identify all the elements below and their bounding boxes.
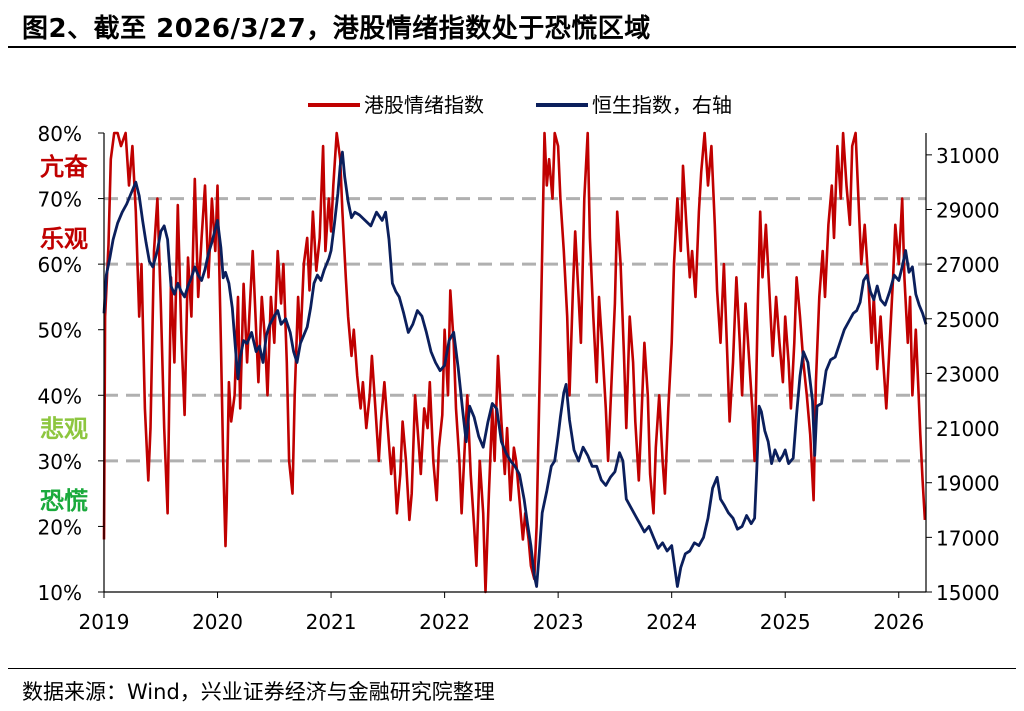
chart-title: 图2、截至 2026/3/27，港股情绪指数处于恐慌区域 bbox=[22, 14, 651, 44]
zone-label-乐观: 乐观 bbox=[40, 225, 88, 253]
y-left-tick-label: 10% bbox=[38, 581, 82, 605]
y-left-tick-label: 30% bbox=[38, 450, 82, 474]
y-left-tick-label: 70% bbox=[38, 188, 82, 212]
x-tick-label: 2026 bbox=[873, 610, 924, 634]
series-line-sentiment bbox=[102, 131, 927, 594]
y-right-tick-label: 17000 bbox=[936, 526, 1000, 550]
y-right-tick-label: 25000 bbox=[936, 308, 1000, 332]
x-tick-label: 2024 bbox=[646, 610, 697, 634]
y-right-tick-label: 19000 bbox=[936, 472, 1000, 496]
series-lines bbox=[102, 131, 928, 594]
legend-label-sentiment: 港股情绪指数 bbox=[364, 93, 484, 117]
y-left-tick-label: 40% bbox=[38, 384, 82, 408]
x-tick-label: 2022 bbox=[419, 610, 470, 634]
axes bbox=[98, 132, 932, 598]
x-tick-label: 2019 bbox=[79, 610, 130, 634]
y-left-tick-label: 80% bbox=[38, 122, 82, 146]
y-right-tick-label: 21000 bbox=[936, 417, 1000, 441]
source-note: 数据来源：Wind，兴业证券经济与金融研究院整理 bbox=[22, 680, 495, 704]
zone-label-恐慌: 恐慌 bbox=[40, 487, 88, 515]
legend-label-hsi: 恒生指数，右轴 bbox=[592, 93, 732, 117]
y-right-tick-label: 29000 bbox=[936, 199, 1000, 223]
x-tick-label: 2023 bbox=[533, 610, 584, 634]
y-left-tick-label: 60% bbox=[38, 253, 82, 277]
footer-rule bbox=[8, 668, 1016, 669]
y-right-tick-label: 23000 bbox=[936, 362, 1000, 386]
legend: 港股情绪指数 恒生指数，右轴 bbox=[308, 93, 732, 117]
y-right-tick-label: 27000 bbox=[936, 253, 1000, 277]
tick-labels: 10% 20% 30% 40% 50% 60% 70% 80% 15000 17000 19000 2… bbox=[38, 122, 1000, 634]
y-right-tick-label: 31000 bbox=[936, 144, 1000, 168]
x-tick-label: 2020 bbox=[192, 610, 243, 634]
y-left-tick-label: 50% bbox=[38, 319, 82, 343]
x-tick-label: 2025 bbox=[760, 610, 811, 634]
title-rule bbox=[8, 46, 1016, 48]
zone-label-亢奋: 亢奋 bbox=[40, 153, 89, 181]
y-left-tick-label: 20% bbox=[38, 515, 82, 539]
y-right-tick-label: 15000 bbox=[936, 581, 1000, 605]
zone-label-悲观: 悲观 bbox=[40, 415, 88, 443]
x-tick-label: 2021 bbox=[306, 610, 357, 634]
series-line-hsi bbox=[102, 150, 928, 588]
